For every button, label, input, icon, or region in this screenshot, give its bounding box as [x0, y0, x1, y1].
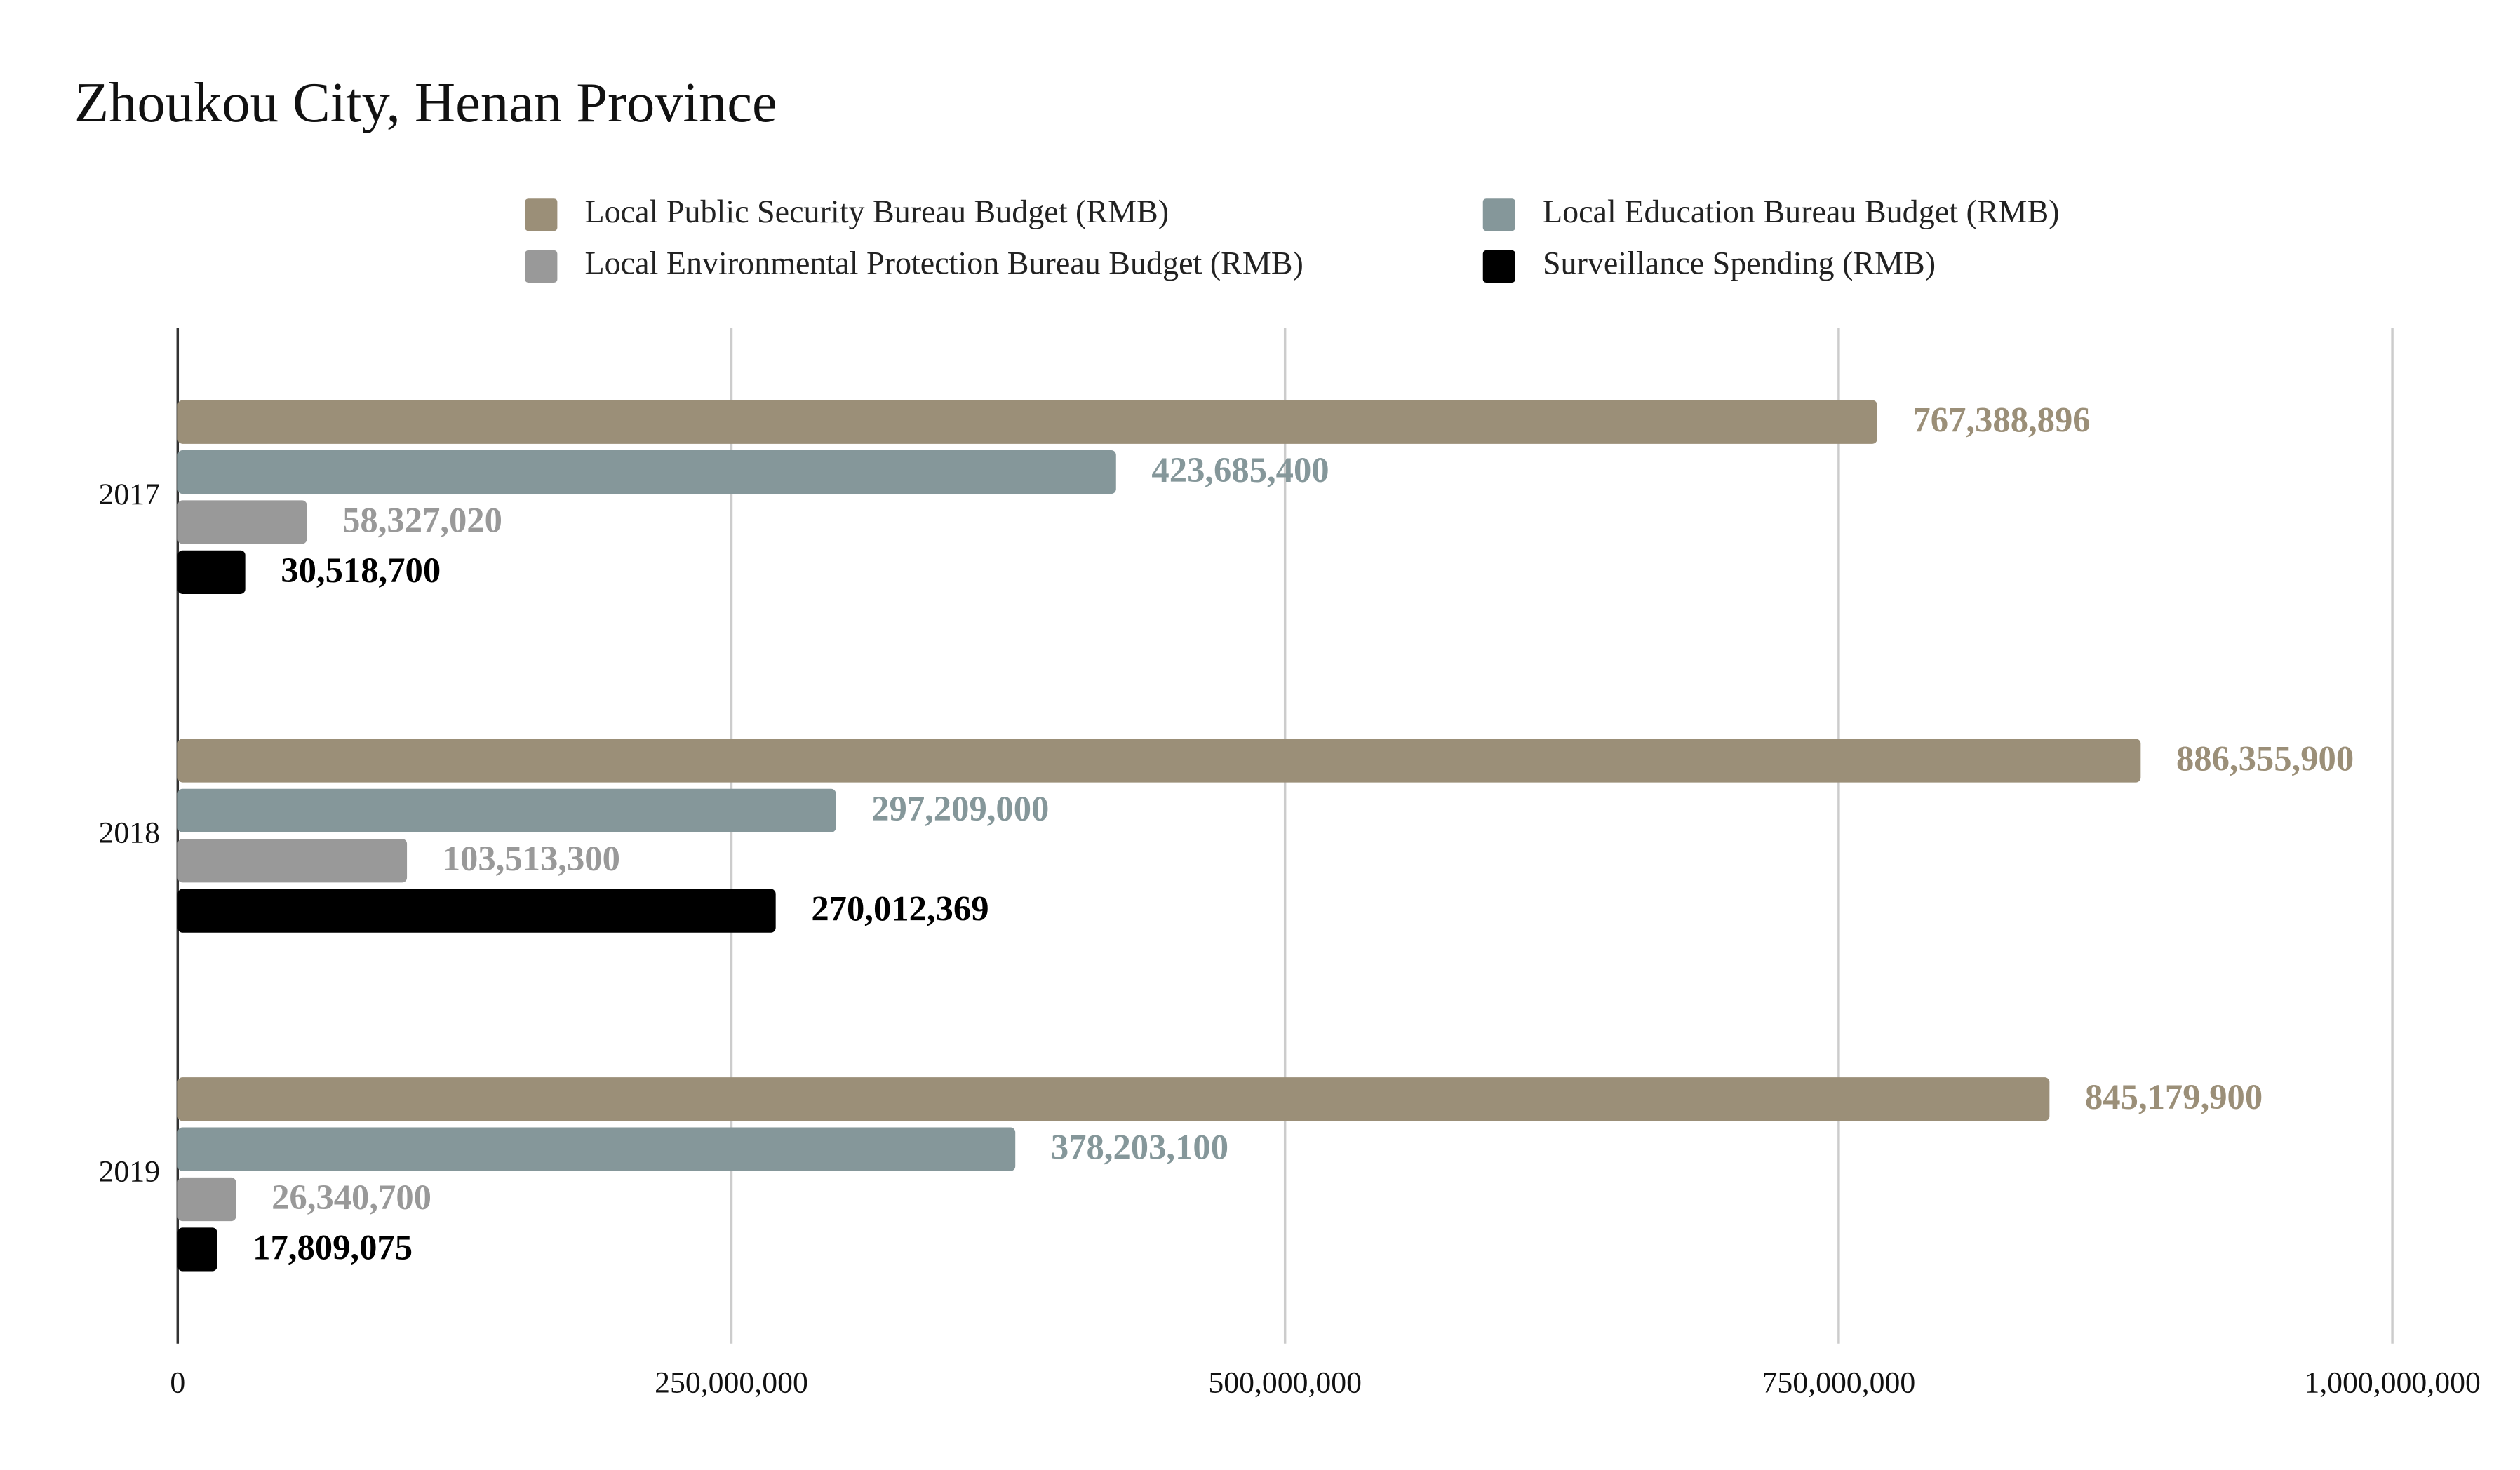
value-label: 423,685,400: [1151, 450, 1329, 490]
bar: [177, 739, 2141, 783]
x-tick-label: 1,000,000,000: [2304, 1366, 2480, 1400]
value-label: 17,809,075: [253, 1227, 413, 1267]
bar: [177, 500, 307, 544]
y-tick-label: 2018: [99, 816, 160, 850]
value-label: 886,355,900: [2176, 739, 2354, 778]
x-tick-label: 0: [170, 1366, 185, 1400]
bar: [177, 1127, 1016, 1171]
legend-swatch: [1482, 250, 1515, 283]
value-label: 30,518,700: [281, 551, 441, 590]
bar: [177, 788, 836, 832]
legend-label: Local Education Bureau Budget (RMB): [1543, 194, 2060, 229]
value-label: 845,179,900: [2085, 1077, 2263, 1117]
value-label: 378,203,100: [1051, 1128, 1228, 1167]
legend-label: Local Public Security Bureau Budget (RMB…: [585, 194, 1169, 229]
y-tick-label: 2017: [99, 478, 160, 511]
legend-swatch: [1482, 198, 1515, 231]
bar: [177, 1227, 217, 1272]
value-label: 26,340,700: [272, 1178, 431, 1217]
value-label: 767,388,896: [1912, 400, 2090, 440]
bar: [177, 550, 246, 594]
chart-title: Zhoukou City, Henan Province: [74, 72, 777, 134]
x-tick-label: 250,000,000: [655, 1366, 808, 1400]
legend-swatch: [525, 250, 558, 283]
bar: [177, 1077, 2050, 1121]
bar: [177, 889, 776, 933]
value-label: 270,012,369: [811, 889, 988, 929]
legend-swatch: [525, 198, 558, 231]
bar: [177, 400, 1877, 444]
legend-label: Local Environmental Protection Bureau Bu…: [585, 245, 1303, 281]
bar: [177, 1177, 236, 1222]
legend-label: Surveillance Spending (RMB): [1543, 245, 1936, 281]
x-tick-label: 750,000,000: [1762, 1366, 1916, 1400]
value-label: 103,513,300: [443, 839, 620, 878]
value-label: 297,209,000: [871, 789, 1049, 828]
bar: [177, 450, 1116, 494]
y-tick-label: 2019: [99, 1154, 160, 1188]
x-tick-label: 500,000,000: [1208, 1366, 1362, 1400]
value-label: 58,327,020: [342, 500, 502, 539]
bar: [177, 839, 408, 883]
